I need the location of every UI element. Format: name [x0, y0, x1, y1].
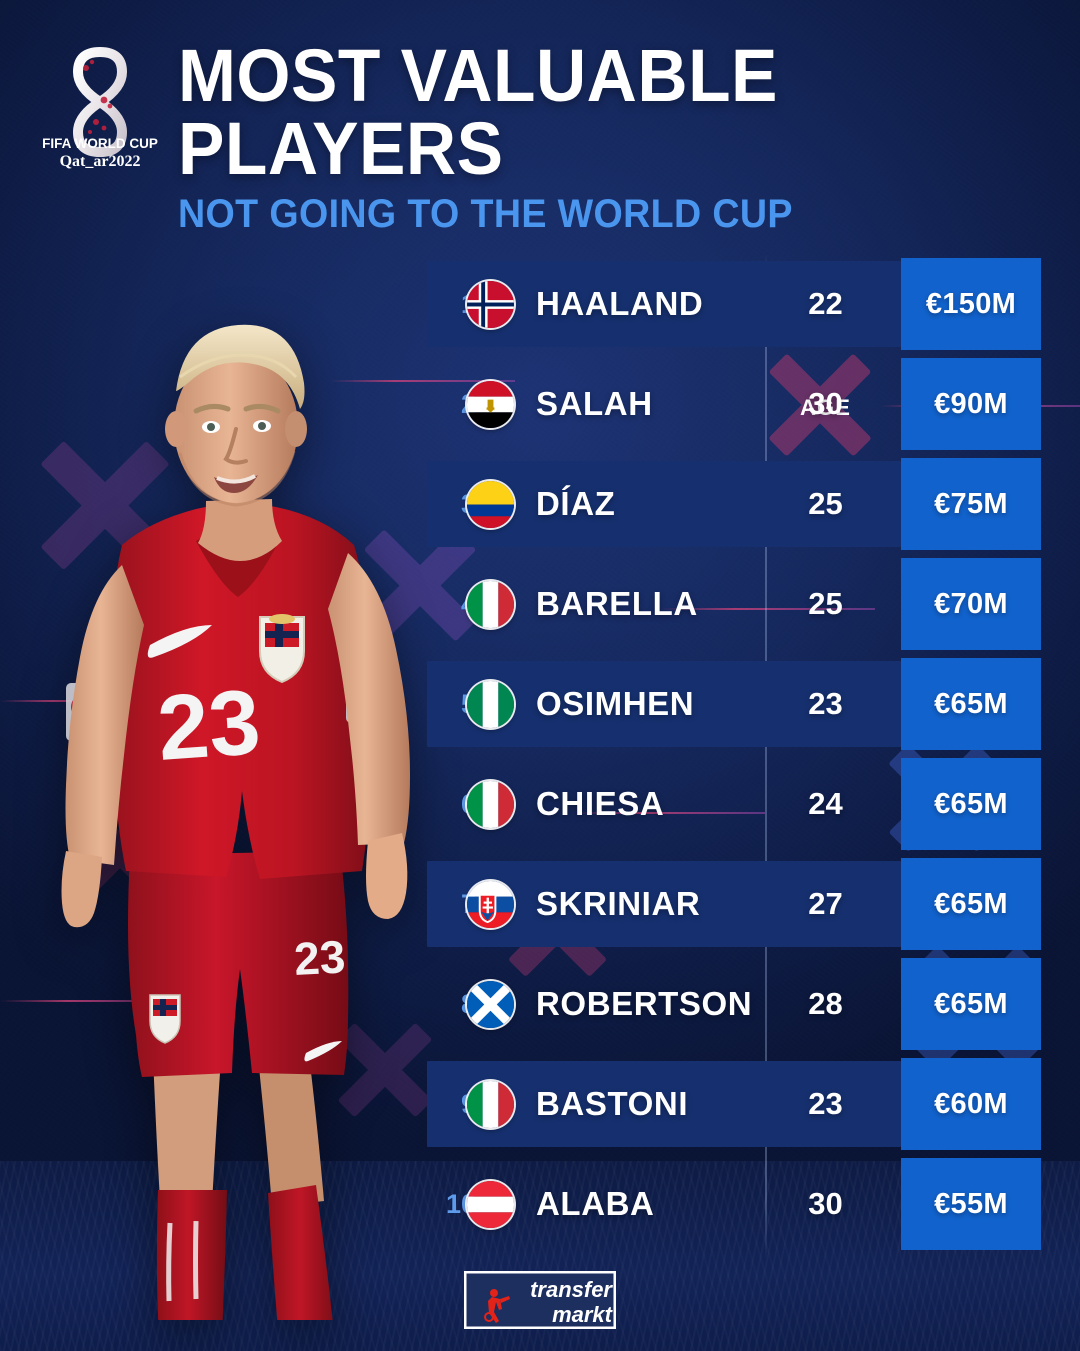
svg-text:23: 23 [154, 671, 263, 780]
row-market-value: €65M [901, 958, 1041, 1050]
row-age: 24 [808, 786, 843, 821]
svg-text:23: 23 [293, 930, 347, 985]
flag-icon-egypt [467, 381, 514, 428]
table-row[interactable]: 2 SALAH 30 €90M [0, 354, 1080, 454]
table-row[interactable]: 10 ALABA 30 €55M [0, 1154, 1080, 1254]
row-player-name: HAALAND [536, 285, 704, 322]
row-player-name: ALABA [536, 1185, 655, 1222]
table-row[interactable]: 3 DÍAZ 25 €75M [0, 454, 1080, 554]
fifa-logo-line2: Qat_ar2022 [60, 153, 141, 170]
row-market-value: €150M [901, 258, 1041, 350]
flag-icon-colombia [467, 481, 514, 528]
transfermarkt-wordmark-line2: markt [552, 1302, 614, 1327]
table-row[interactable]: 1 HAALAND 22 €150M [0, 254, 1080, 354]
row-market-value: €65M [901, 758, 1041, 850]
row-player-name: SALAH [536, 385, 653, 422]
row-age: 25 [808, 586, 843, 621]
players-table: 1 HAALAND 22 €150M 2 SALAH 30 €90M 3 DÍA… [0, 254, 1080, 1254]
row-player-name: BARELLA [536, 585, 698, 622]
row-age: 30 [808, 1186, 843, 1221]
transfermarkt-logo[interactable]: transfer markt [464, 1271, 616, 1329]
row-market-value: €90M [901, 358, 1041, 450]
row-market-value: €55M [901, 1158, 1041, 1250]
row-age: 22 [808, 286, 843, 321]
row-age: 27 [808, 886, 843, 921]
table-row[interactable]: 6 CHIESA 24 €65M [0, 754, 1080, 854]
row-market-value: €65M [901, 658, 1041, 750]
table-row[interactable]: 5 OSIMHEN 23 €65M [0, 654, 1080, 754]
footer: transfer markt [0, 1271, 1080, 1329]
row-player-name: DÍAZ [536, 485, 616, 522]
row-player-name: SKRINIAR [536, 885, 701, 922]
flag-icon-nigeria [467, 681, 514, 728]
table-column-headers: AGE MARKET VALUE [0, 182, 1080, 420]
flag-icon-scotland [467, 981, 514, 1028]
row-market-value: €70M [901, 558, 1041, 650]
page-subtitle: NOT GOING TO THE WORLD CUP [178, 192, 793, 237]
fifa-world-cup-qatar-2022-logo: FIFA WORLD CUP Qat_ar2022 [34, 36, 166, 171]
transfermarkt-wordmark-line1: transfer [530, 1277, 613, 1302]
row-age: 28 [808, 986, 843, 1021]
table-row[interactable]: 9 BASTONI 23 €60M [0, 1054, 1080, 1154]
flag-icon-slovakia [467, 881, 514, 928]
trophy-loop-icon [72, 46, 128, 158]
row-player-name: CHIESA [536, 785, 665, 822]
table-row[interactable]: 7 SKRINIAR 27 €65M [0, 854, 1080, 954]
row-age: 30 [808, 386, 843, 421]
row-market-value: €75M [901, 458, 1041, 550]
page-title: MOST VALUABLE PLAYERS [178, 34, 778, 190]
flag-icon-austria [467, 1181, 514, 1228]
row-age: 23 [808, 1086, 843, 1121]
transfermarkt-player-icon [484, 1289, 510, 1323]
row-market-value: €65M [901, 858, 1041, 950]
row-player-name: ROBERTSON [536, 985, 753, 1022]
row-age: 23 [808, 686, 843, 721]
column-header-age: AGE [800, 395, 851, 420]
table-row[interactable]: 8 ROBERTSON 28 €65M [0, 954, 1080, 1054]
flag-icon-italy [467, 781, 514, 828]
header-titles: MOST VALUABLE PLAYERS NOT GOING TO THE W… [178, 34, 978, 237]
column-divider [765, 254, 767, 1259]
row-age: 25 [808, 486, 843, 521]
flag-icon-italy [467, 1081, 514, 1128]
table-row[interactable]: 4 BARELLA 25 €70M [0, 554, 1080, 654]
fifa-logo-line1: FIFA WORLD CUP [42, 136, 158, 151]
haaland-photo: 23 23 [10, 215, 430, 1320]
row-market-value: €60M [901, 1058, 1041, 1150]
flag-icon-norway [467, 281, 514, 328]
row-player-name: BASTONI [536, 1085, 689, 1122]
flag-icon-italy [467, 581, 514, 628]
row-player-name: OSIMHEN [536, 685, 695, 722]
